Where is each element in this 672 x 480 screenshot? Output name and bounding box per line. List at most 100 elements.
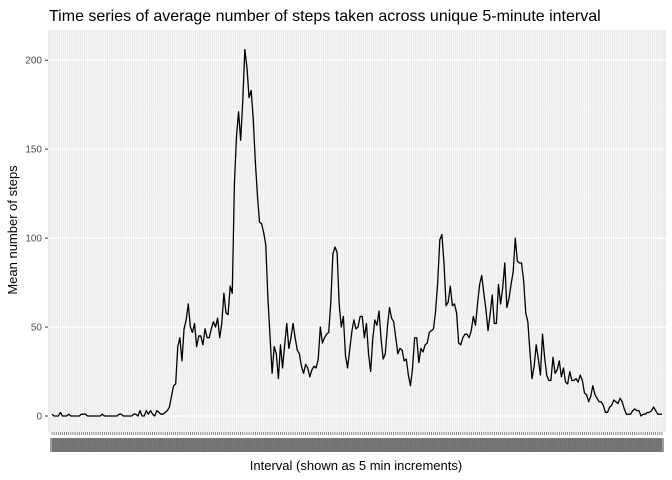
- x-tick-label-mark: [622, 438, 627, 452]
- x-tick-label-mark: [129, 438, 134, 452]
- x-axis-title: Interval (shown as 5 min increments): [250, 458, 462, 473]
- x-tick-label-mark: [312, 438, 317, 452]
- x-tick-label-mark: [196, 438, 201, 452]
- x-tick-label-mark: [303, 438, 308, 452]
- x-tick-label-mark: [519, 438, 524, 452]
- x-tick-label-mark: [326, 438, 331, 452]
- x-tick-label-mark: [471, 438, 476, 452]
- x-tick-label-mark: [502, 438, 507, 452]
- x-tick-label-mark: [408, 438, 413, 452]
- x-tick-label-mark: [565, 438, 570, 452]
- x-tick-label-mark: [270, 438, 275, 452]
- x-tick-label-mark: [372, 438, 377, 452]
- x-tick-label-mark: [85, 438, 90, 452]
- x-tick-label-mark: [391, 438, 396, 452]
- x-tick-label-mark: [316, 438, 321, 452]
- x-tick-label-mark: [429, 438, 434, 452]
- x-tick-label-mark: [636, 438, 641, 452]
- x-tick-label-mark: [517, 438, 522, 452]
- x-tick-label-mark: [475, 438, 480, 452]
- x-tick-label-mark: [397, 438, 402, 452]
- x-tick-label-mark: [272, 438, 277, 452]
- x-tick-label-mark: [161, 438, 166, 452]
- x-tick-label-mark: [268, 438, 273, 452]
- x-tick-label-mark: [425, 438, 430, 452]
- x-tick-label-mark: [288, 438, 293, 452]
- x-tick-label-mark: [221, 438, 226, 452]
- x-tick-label-mark: [615, 438, 620, 452]
- x-tick-label-mark: [437, 438, 442, 452]
- x-tick-label-mark: [550, 438, 555, 452]
- x-tick-label-mark: [190, 438, 195, 452]
- x-tick-label-mark: [557, 438, 562, 452]
- x-tick-label-mark: [169, 438, 174, 452]
- x-tick-label-mark: [337, 438, 342, 452]
- y-tick-label: 200: [25, 56, 42, 67]
- x-tick-label-mark: [219, 438, 224, 452]
- x-tick-label-mark: [261, 438, 266, 452]
- x-tick-label-mark: [203, 438, 208, 452]
- x-tick-label-mark: [278, 438, 283, 452]
- y-axis-title: Mean number of steps: [5, 165, 20, 295]
- x-tick-label-mark: [343, 438, 348, 452]
- x-tick-label-mark: [165, 438, 170, 452]
- x-tick-label-mark: [477, 438, 482, 452]
- x-tick-label-mark: [532, 438, 537, 452]
- x-tick-label-mark: [513, 438, 518, 452]
- x-tick-label-mark: [226, 438, 231, 452]
- x-tick-label-mark: [247, 438, 252, 452]
- x-tick-label-mark: [548, 438, 553, 452]
- x-tick-label-mark: [117, 438, 122, 452]
- x-tick-label-mark: [159, 438, 164, 452]
- x-tick-label-mark: [563, 438, 568, 452]
- x-tick-label-mark: [66, 438, 71, 452]
- x-tick-label-mark: [620, 438, 625, 452]
- x-tick-label-mark: [146, 438, 151, 452]
- x-tick-label-mark: [521, 438, 526, 452]
- x-tick-label-mark: [452, 438, 457, 452]
- x-tick-label-mark: [330, 438, 335, 452]
- x-tick-label-mark: [305, 438, 310, 452]
- x-tick-label-mark: [274, 438, 279, 452]
- x-tick-label-mark: [362, 438, 367, 452]
- x-tick-label-mark: [488, 438, 493, 452]
- x-tick-label-mark: [360, 438, 365, 452]
- x-tick-label-mark: [412, 438, 417, 452]
- x-tick-label-mark: [402, 438, 407, 452]
- x-tick-label-mark: [433, 438, 438, 452]
- x-tick-label-mark: [223, 438, 228, 452]
- x-tick-label-mark: [182, 438, 187, 452]
- x-tick-label-mark: [414, 438, 419, 452]
- x-tick-label-mark: [530, 438, 535, 452]
- x-tick-label-mark: [50, 438, 54, 452]
- x-tick-label-mark: [542, 438, 547, 452]
- x-tick-label-mark: [259, 438, 264, 452]
- x-tick-label-mark: [660, 438, 664, 452]
- x-tick-label-mark: [263, 438, 268, 452]
- series-line: [51, 48, 662, 417]
- x-tick-label-mark: [60, 438, 65, 452]
- x-tick-label-mark: [284, 438, 289, 452]
- x-tick-label-mark: [460, 438, 465, 452]
- x-tick-label-mark: [418, 438, 423, 452]
- x-tick-label-mark: [81, 438, 86, 452]
- x-tick-label-mark: [52, 438, 57, 452]
- x-tick-label-mark: [509, 438, 514, 452]
- x-tick-label-mark: [188, 438, 193, 452]
- x-tick-label-mark: [152, 438, 157, 452]
- x-tick-label-mark: [410, 438, 415, 452]
- x-tick-label-mark: [106, 438, 111, 452]
- x-tick-label-mark: [544, 438, 549, 452]
- x-tick-label-mark: [599, 438, 604, 452]
- x-tick-label-mark: [353, 438, 358, 452]
- x-tick-label-mark: [395, 438, 400, 452]
- x-tick-label-mark: [370, 438, 375, 452]
- x-tick-label-mark: [163, 438, 168, 452]
- x-tick-label-mark: [647, 438, 652, 452]
- x-tick-label-mark: [574, 438, 579, 452]
- x-tick-label-mark: [454, 438, 459, 452]
- x-tick-label-mark: [148, 438, 153, 452]
- x-tick-label-mark: [297, 438, 302, 452]
- x-tick-label-mark: [167, 438, 172, 452]
- x-tick-label-mark: [200, 438, 205, 452]
